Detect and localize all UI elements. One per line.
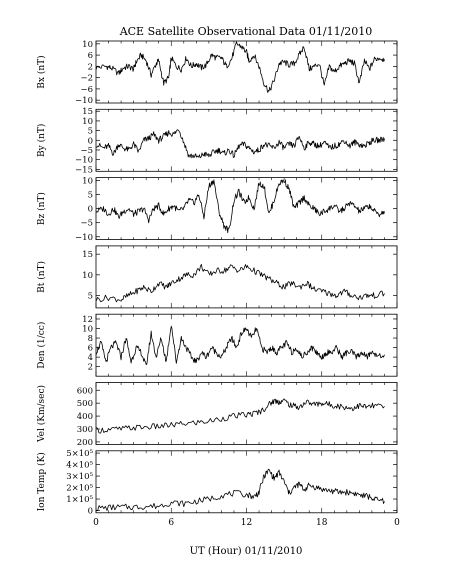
panel-bt: 5 10 15 Bt (nT) bbox=[36, 245, 398, 309]
y-tick-label-vel: 300 bbox=[77, 425, 93, 435]
y-tick-label-by: 10 bbox=[82, 117, 93, 127]
y-axis-label-temp: Ion Temp (K) bbox=[36, 452, 47, 511]
y-tick-label-vel: 200 bbox=[77, 438, 93, 448]
y-tick-label-bz: 0 bbox=[88, 205, 93, 215]
y-tick-label-temp: 0 bbox=[88, 507, 93, 517]
x-tick-label: 18 bbox=[316, 518, 328, 528]
y-tick-label-temp: 1×10⁵ bbox=[66, 495, 93, 505]
y-tick-label-by: 5 bbox=[88, 127, 93, 137]
y-tick-label-temp: 4×10⁵ bbox=[66, 461, 93, 471]
panel-frame-bt bbox=[95, 245, 398, 309]
y-tick-label-den: 8 bbox=[88, 334, 93, 344]
y-tick-label-bz: −5 bbox=[80, 219, 93, 229]
y-tick-label-den: 12 bbox=[82, 315, 93, 325]
y-tick-label-bz: 10 bbox=[82, 176, 93, 186]
x-tick-label: 12 bbox=[241, 518, 252, 528]
y-tick-label-temp: 3×10⁵ bbox=[66, 472, 93, 482]
series-line-den bbox=[95, 325, 385, 365]
y-tick-label-temp: 5×10⁵ bbox=[66, 449, 93, 459]
y-tick-label-bz: −10 bbox=[75, 233, 93, 243]
chart-title: ACE Satellite Observational Data 01/11/2… bbox=[119, 25, 373, 38]
x-tick-label: 0 bbox=[394, 518, 400, 528]
y-tick-label-den: 10 bbox=[82, 325, 93, 335]
y-axis-label-bt: Bt (nT) bbox=[36, 261, 47, 293]
series-line-by bbox=[95, 129, 385, 159]
y-tick-label-bz: 5 bbox=[88, 191, 93, 201]
panel-frame-vel bbox=[95, 382, 398, 445]
panel-bz: −10 −5 0 5 10 Bz (nT) bbox=[36, 176, 398, 243]
series-line-bz bbox=[95, 179, 385, 234]
y-tick-label-by: 0 bbox=[88, 136, 93, 146]
panel-frame-by bbox=[95, 108, 398, 172]
y-tick-label-by: −5 bbox=[80, 146, 93, 156]
y-axis-label-by: By (nT) bbox=[36, 124, 47, 157]
y-tick-label-bx: −10 bbox=[75, 96, 93, 106]
y-tick-label-den: 2 bbox=[88, 363, 93, 373]
y-tick-label-by: −10 bbox=[75, 156, 93, 166]
y-tick-label-bx: −6 bbox=[80, 85, 93, 95]
y-tick-label-bt: 15 bbox=[82, 250, 93, 260]
y-tick-label-by: 15 bbox=[82, 107, 93, 117]
y-tick-label-bx: 10 bbox=[82, 40, 93, 50]
x-tick-label: 6 bbox=[168, 518, 174, 528]
y-tick-label-bt: 10 bbox=[82, 271, 93, 281]
y-tick-label-bt: 5 bbox=[88, 292, 93, 302]
y-tick-label-by: −15 bbox=[75, 165, 93, 175]
y-tick-label-bx: 6 bbox=[88, 51, 93, 61]
series-line-temp bbox=[95, 468, 385, 511]
x-axis-label: UT (Hour) 01/11/2010 bbox=[190, 546, 303, 557]
y-tick-label-vel: 600 bbox=[77, 386, 93, 396]
y-tick-label-bx: 2 bbox=[88, 62, 93, 72]
x-tick-label: 0 bbox=[93, 518, 99, 528]
y-tick-label-vel: 500 bbox=[77, 399, 93, 409]
series-line-vel bbox=[95, 398, 385, 434]
y-tick-label-den: 4 bbox=[88, 353, 93, 363]
y-axis-label-bz: Bz (nT) bbox=[36, 192, 47, 225]
y-tick-label-temp: 2×10⁵ bbox=[66, 484, 93, 494]
panel-frame-temp bbox=[95, 450, 398, 514]
y-axis-label-vel: Vel (Km/sec) bbox=[36, 385, 47, 443]
y-axis-label-bx: Bx (nT) bbox=[36, 55, 47, 88]
y-axis-label-den: Den (1/cc) bbox=[36, 322, 47, 369]
y-tick-label-vel: 400 bbox=[77, 412, 93, 422]
y-tick-label-den: 6 bbox=[88, 344, 93, 354]
series-line-bx bbox=[95, 41, 385, 93]
series-line-bt bbox=[95, 264, 385, 303]
panel-vel: 200 300 400 500 600 Vel (Km/sec) bbox=[36, 382, 398, 448]
y-tick-label-bx: −2 bbox=[80, 74, 93, 84]
panel-frame-den bbox=[95, 313, 398, 377]
